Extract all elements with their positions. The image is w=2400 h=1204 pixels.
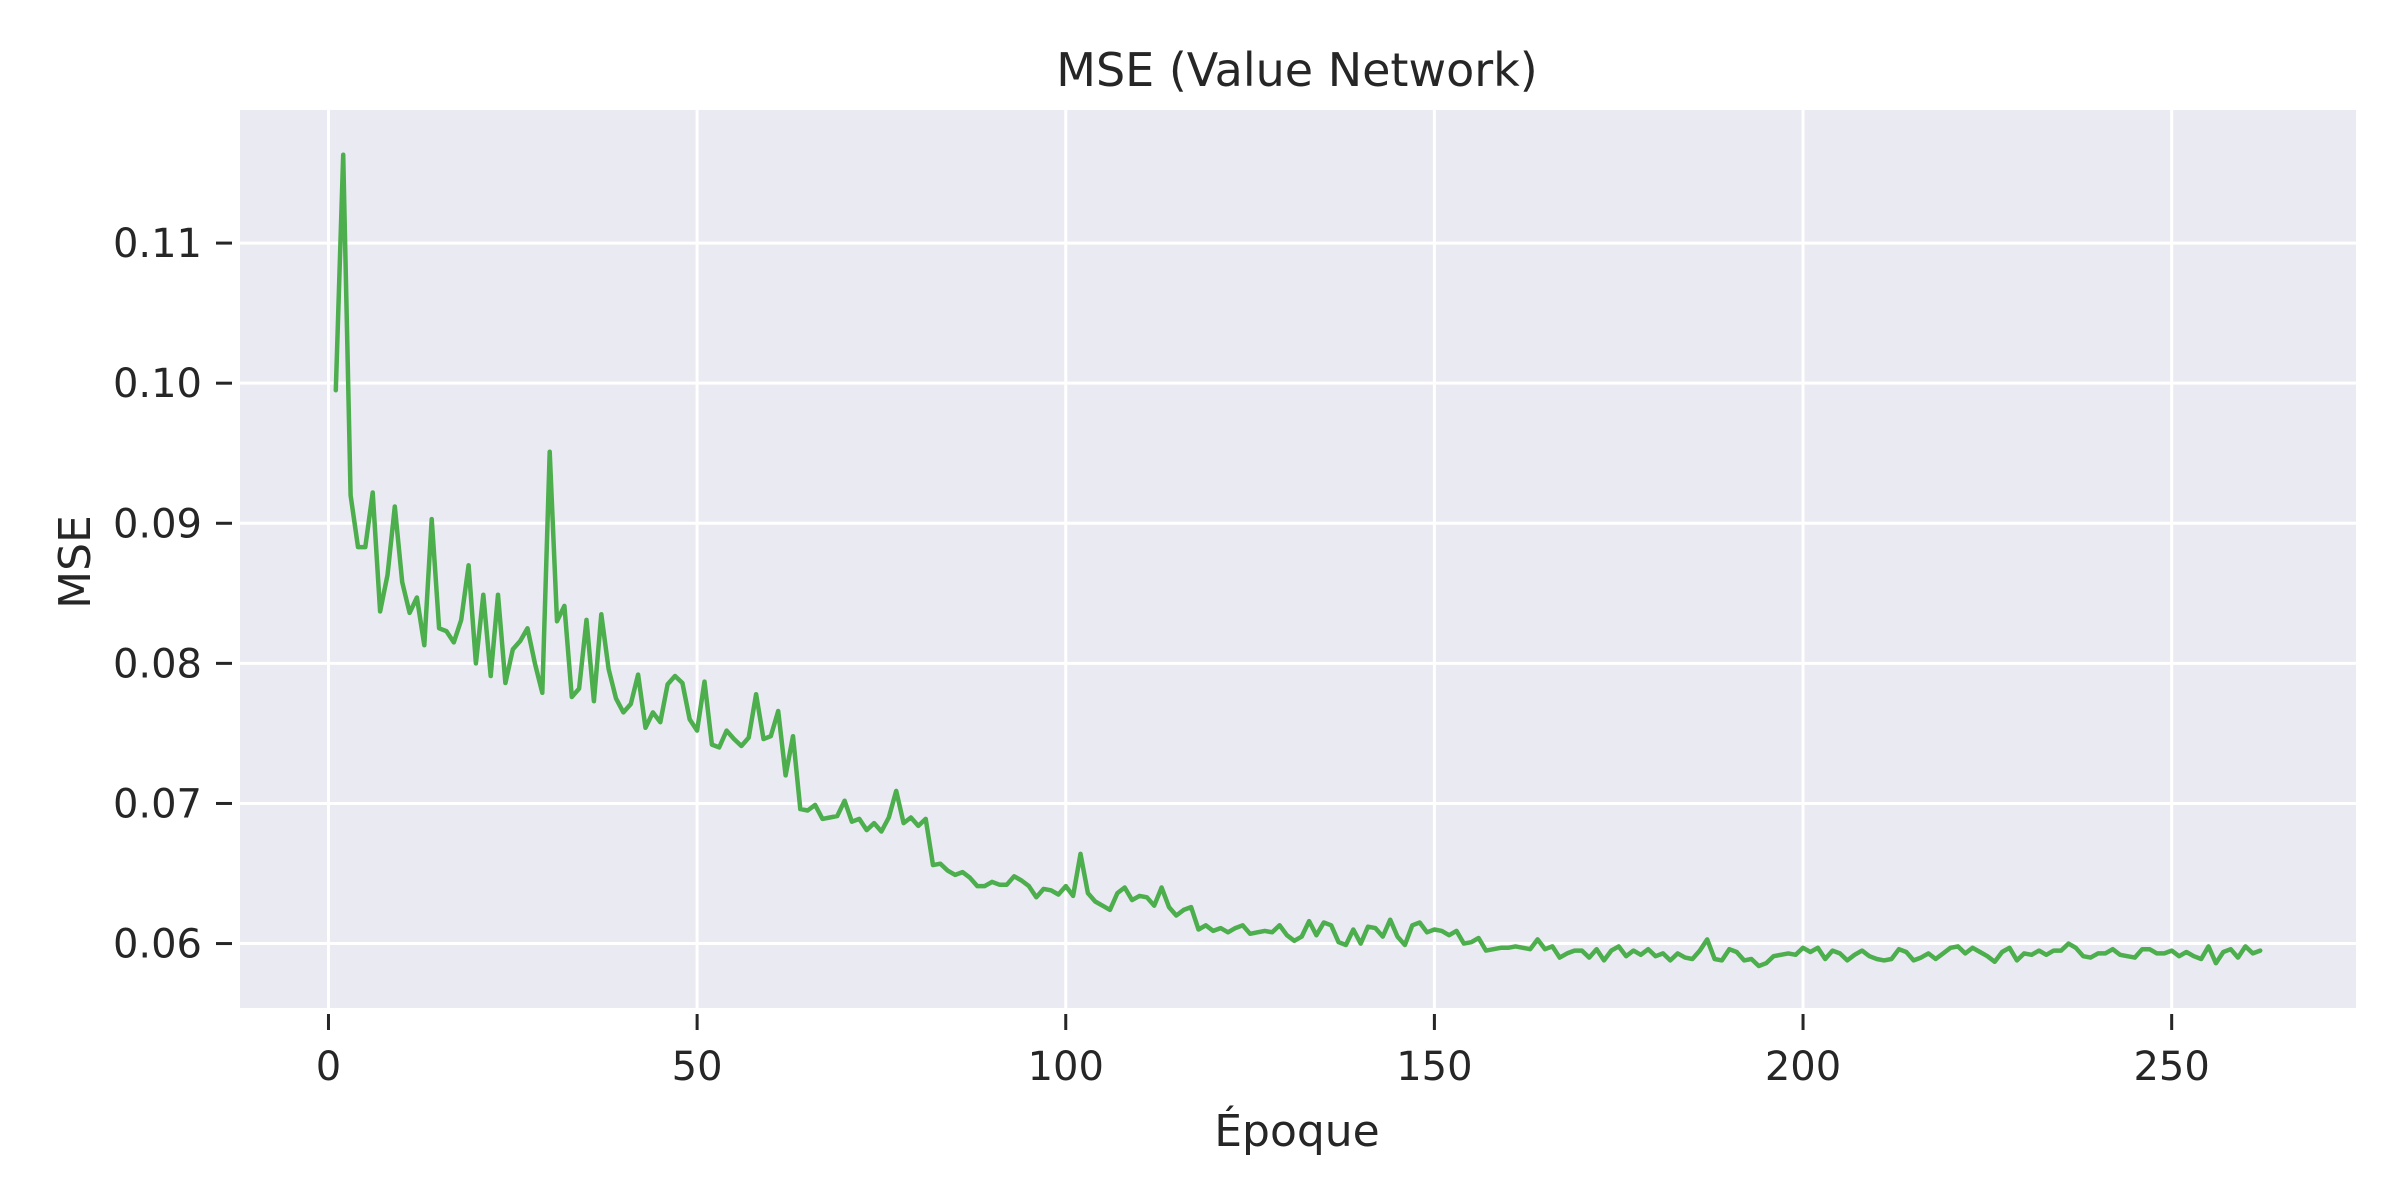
- x-tick-label: 150: [1396, 1044, 1472, 1090]
- y-tick-label: 0.11: [113, 221, 202, 267]
- x-tick-label: 0: [316, 1044, 341, 1090]
- y-axis-title: MSE: [50, 515, 101, 609]
- series-line: [333, 152, 2263, 969]
- y-tick-label: 0.06: [113, 922, 202, 968]
- x-tick-label: 50: [672, 1044, 723, 1090]
- plot-area: [240, 110, 2356, 1008]
- x-tick-label: 250: [2133, 1044, 2209, 1090]
- y-tick-label: 0.09: [113, 501, 202, 547]
- x-tick-label: 200: [1765, 1044, 1841, 1090]
- x-tick-label: 100: [1028, 1044, 1104, 1090]
- grid-lines: [240, 110, 2356, 1008]
- y-tick-label: 0.07: [113, 781, 202, 827]
- chart-title: MSE (Value Network): [1056, 43, 1537, 97]
- y-tick-label: 0.08: [113, 641, 202, 687]
- x-axis-title: Époque: [1214, 1104, 1380, 1157]
- y-tick-label: 0.10: [113, 361, 202, 407]
- axis-ticks: 0 50 100 150 200 250 0.06 0.07 0.08 0.09 0.10 0.11: [113, 221, 2210, 1090]
- series-layer: [333, 152, 2263, 969]
